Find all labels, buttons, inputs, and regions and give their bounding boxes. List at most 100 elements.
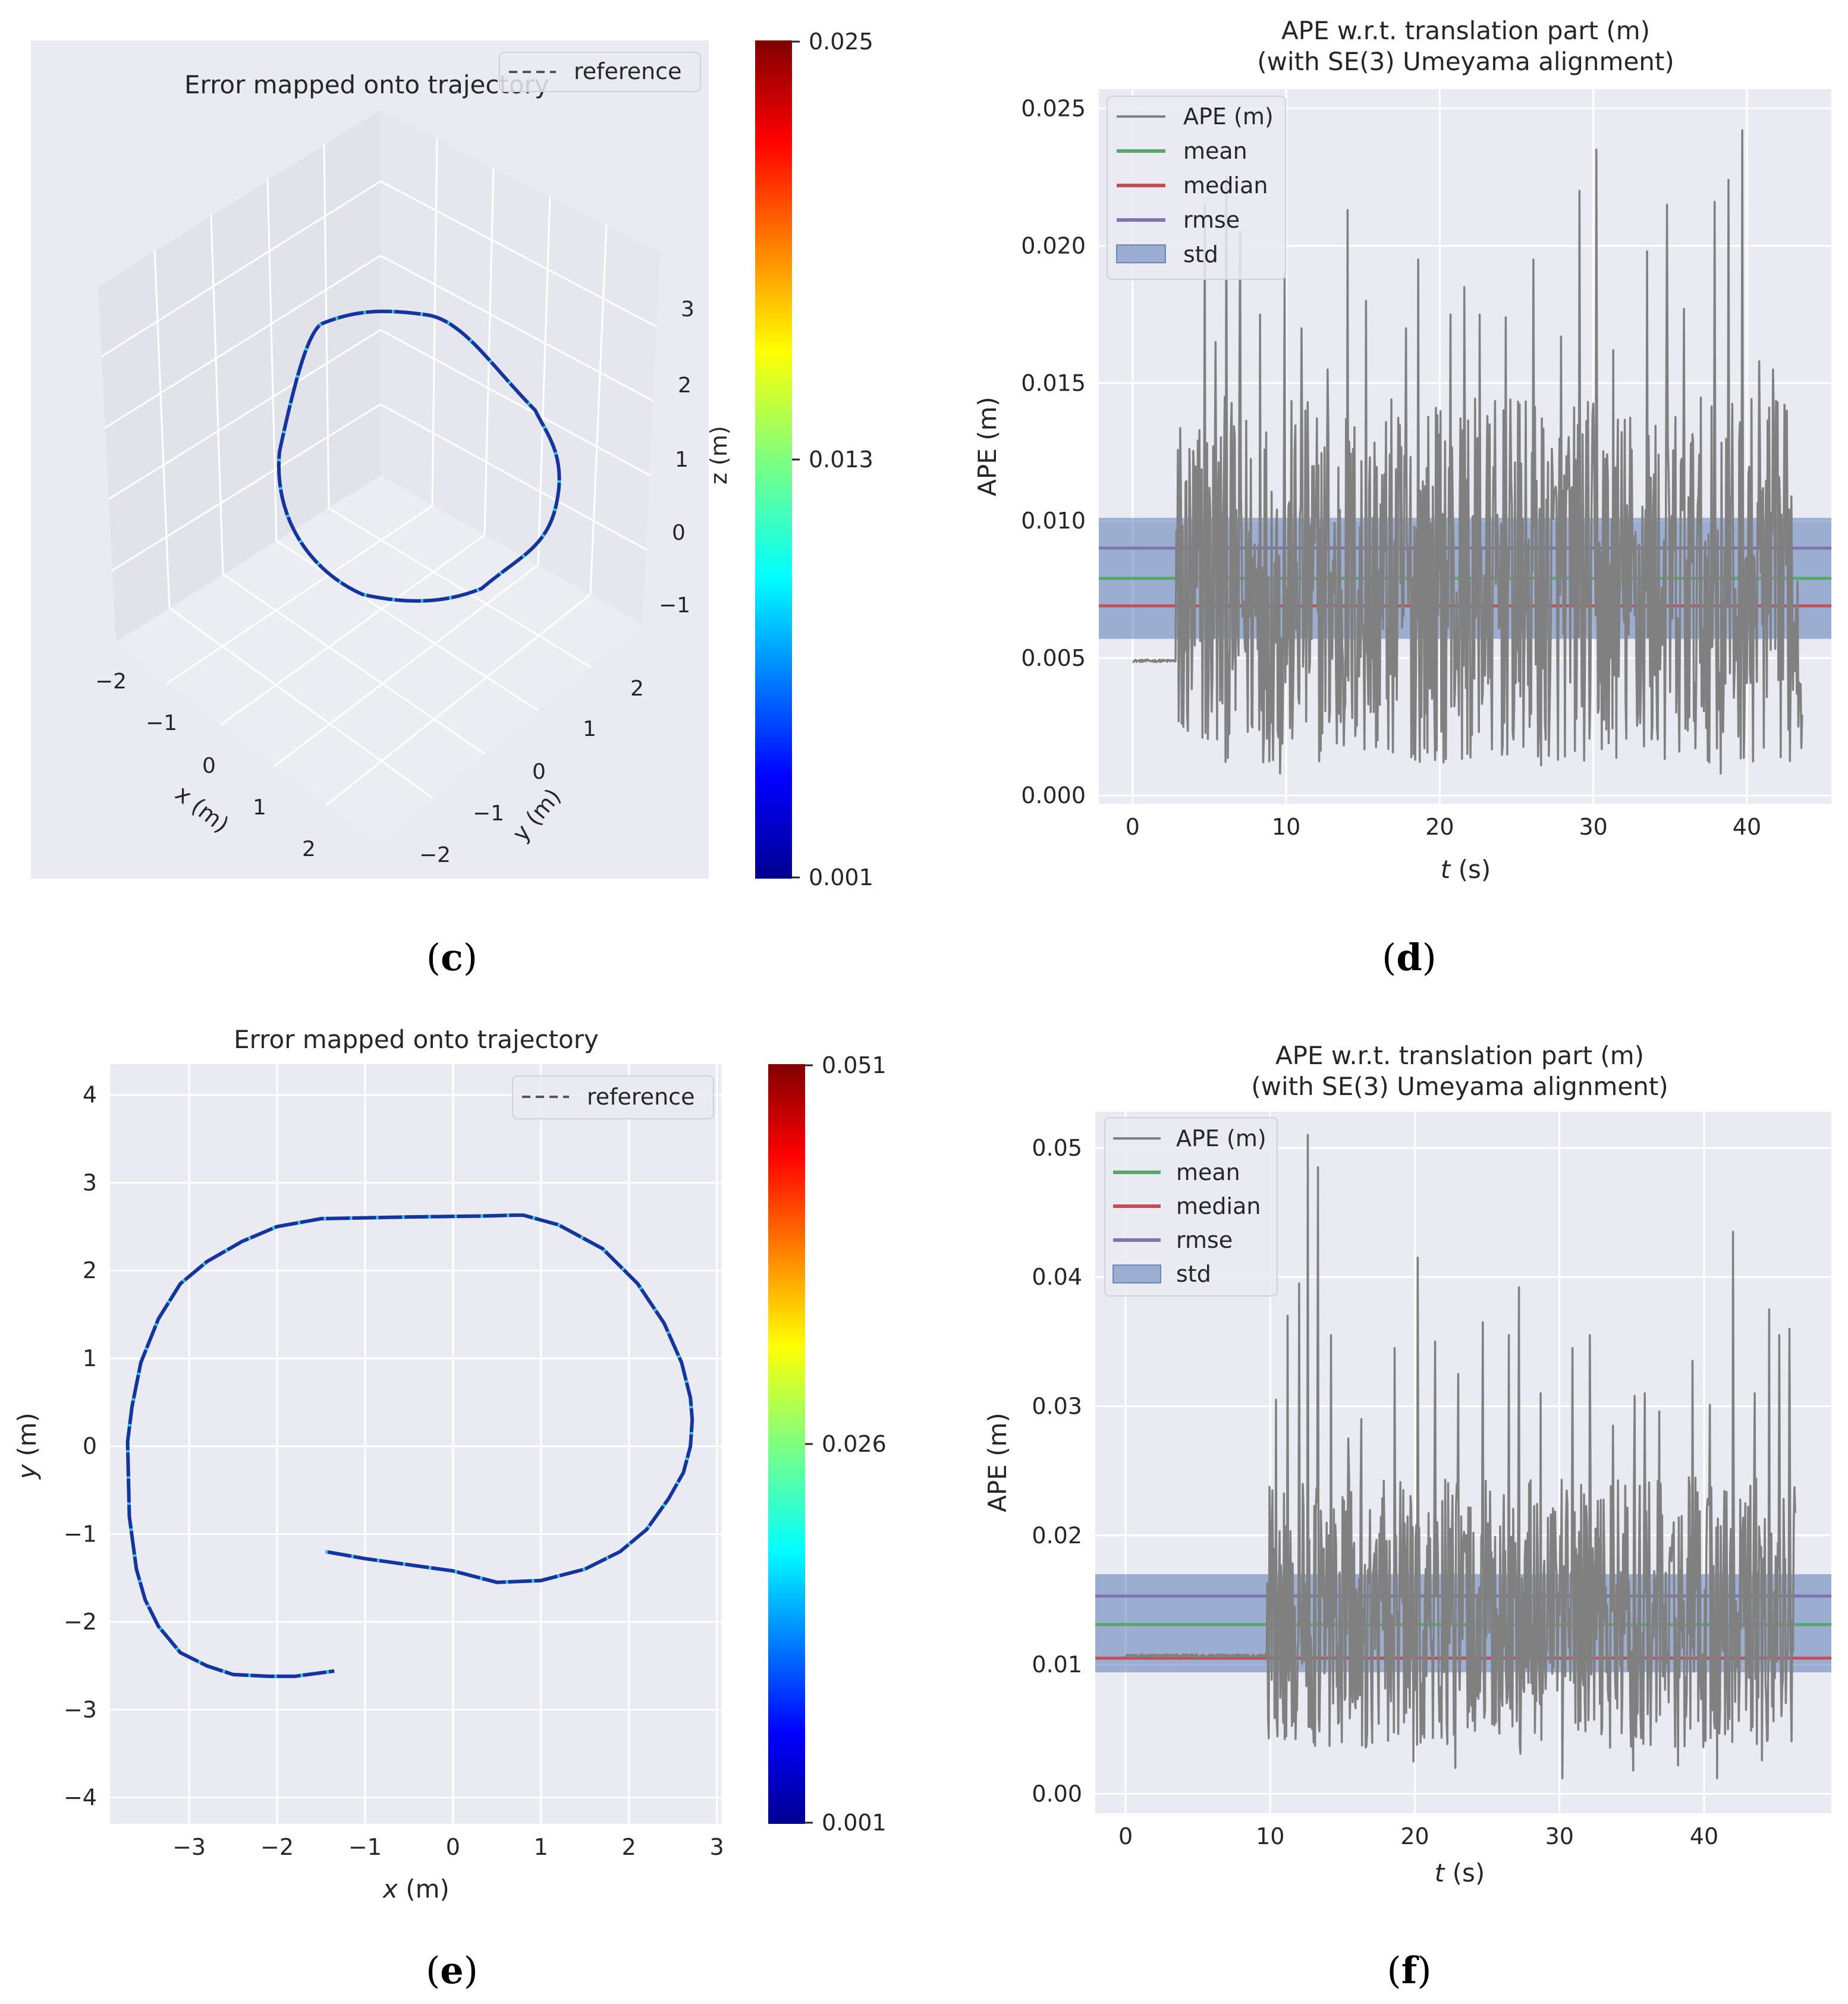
- panel-c-grid: [273, 564, 539, 768]
- panel-c-grid: [153, 249, 171, 609]
- panel-c-colorbar-tick-label: 0.001: [809, 864, 873, 891]
- panel-c-zlabel: z (m): [706, 426, 732, 485]
- panel-d-ytick-label: 0.020: [1021, 233, 1086, 259]
- panel-d-legend-label: std: [1183, 241, 1218, 268]
- panel-d-legend: [1107, 96, 1286, 280]
- panel-c-grid: [222, 573, 485, 755]
- panel-c-grid: [537, 196, 551, 565]
- panel-d-xlabel-var: t: [1441, 855, 1451, 884]
- panel-e-ytick-label: 2: [83, 1257, 97, 1283]
- panel-c-grid: [323, 143, 330, 509]
- panel-c-grid: [380, 254, 655, 402]
- panel-f-subtitle: (with SE(3) Umeyama alignment): [1251, 1072, 1668, 1101]
- panel-e-legend-reference-label: reference: [587, 1084, 694, 1110]
- panel-e-colorbar-tick-label: 0.051: [822, 1052, 887, 1078]
- panel-c-zticks: −1: [659, 593, 690, 618]
- panel-c-xticks: 0: [202, 754, 216, 778]
- panel-f-ape-line: [1124, 1134, 1796, 1780]
- panel-c-grid: [380, 329, 651, 477]
- panel-d-ticks: 0 10 20 30 40 0.000 0.005 0.010 0.015 0.020 0.025: [1021, 95, 1761, 840]
- panel-c-grid: [589, 224, 608, 595]
- panel-f-ytick-label: 0.03: [1032, 1393, 1082, 1419]
- panel-f-xtick-label: 0: [1118, 1823, 1133, 1849]
- panel-e-ytick-label: −3: [64, 1697, 97, 1723]
- panel-c-yticks: −1: [473, 801, 504, 826]
- panel-d-xlabel-unit: (s): [1450, 855, 1491, 884]
- panel-e-plot-area: [110, 1064, 721, 1824]
- panel-c-grid: [210, 213, 224, 575]
- panel-c-grid: [104, 254, 381, 429]
- panel-c: 3 2 1 0 −1 −2 −1 0 1 2 −2 −1 0 1 2 x (m)…: [31, 29, 873, 979]
- panel-d-ylabel: APE (m): [973, 397, 1002, 496]
- panel-c-grid: [483, 167, 495, 536]
- panel-c-legend: [499, 52, 701, 92]
- panel-c-grid: [380, 403, 648, 551]
- panel-d-xtick-label: 20: [1425, 814, 1454, 840]
- panel-f-xlabel-var: t: [1435, 1858, 1445, 1887]
- panel-f: 0 10 20 30 40 0.00 0.01 0.02 0.03 0.04 0.05 APE w.…: [983, 1041, 1831, 1992]
- panel-c-grid: [325, 593, 591, 807]
- panel-f-ytick-label: 0.04: [1032, 1264, 1082, 1290]
- panel-e: −3 −2 −1 0 1 2 3 −4 −3 −2 −1 0 1 2 3 4 Error mapped ont…: [12, 1025, 887, 1992]
- panel-d-xtick-label: 0: [1126, 814, 1140, 840]
- panel-c-grid: [431, 138, 438, 506]
- panel-c-yticks: 1: [583, 717, 596, 741]
- panel-e-ylabel: y (m): [12, 1412, 42, 1480]
- panel-c-grid: [108, 329, 381, 501]
- panel-d-ytick-label: 0.025: [1021, 95, 1086, 121]
- panel-e-xtick-label: −2: [260, 1834, 294, 1860]
- panel-c-grid: [219, 534, 485, 726]
- panel-f-xtick-label: 40: [1690, 1823, 1718, 1849]
- panel-d-ytick-label: 0.015: [1021, 370, 1086, 397]
- panel-c-zticks: 1: [675, 448, 689, 472]
- panel-e-xtick-label: −3: [172, 1834, 206, 1860]
- panel-f-legend-label: APE (m): [1176, 1125, 1266, 1152]
- panel-c-xticks: 1: [253, 795, 266, 820]
- panel-e-trajectory: [125, 1213, 694, 1678]
- panel-c-yticks: 0: [532, 760, 546, 784]
- panel-f-title: APE w.r.t. translation part (m): [1275, 1041, 1644, 1070]
- panel-f-legend-std-swatch: [1112, 1264, 1161, 1283]
- panel-e-ytick-label: 4: [83, 1082, 97, 1108]
- panel-c-left-wall: [98, 110, 381, 642]
- panel-c-grid: [266, 178, 278, 542]
- panel-c-zticks: 2: [678, 373, 692, 398]
- panel-d-xtick-label: 40: [1733, 814, 1761, 840]
- panel-e-colorbar: [768, 1064, 805, 1824]
- panel-c-gridlines: [100, 138, 658, 807]
- panel-d-legend-std-swatch: [1116, 244, 1166, 263]
- panel-c-colorbar-tick-label: 0.013: [809, 446, 873, 473]
- panel-e-xtick-label: 2: [622, 1834, 636, 1860]
- panel-f-legend-label: rmse: [1176, 1227, 1233, 1253]
- panel-d-ape-line: [1132, 129, 1803, 775]
- panel-c-grid: [276, 540, 539, 712]
- panel-f-xtick-label: 20: [1400, 1823, 1429, 1849]
- panel-e-colorbar-tick-label: 0.026: [822, 1431, 887, 1457]
- panel-e-colorbar-tick-label: 0.001: [822, 1810, 887, 1836]
- panel-e-ytick-label: −4: [64, 1785, 97, 1811]
- panel-d-legend-label: median: [1183, 172, 1268, 199]
- panel-d-xtick-label: 30: [1579, 814, 1607, 840]
- panel-d-xtick-label: 10: [1272, 814, 1300, 840]
- panel-e-ylabel-var: y: [12, 1464, 42, 1480]
- panel-c-xticks: 2: [302, 837, 316, 861]
- panel-c-yticks: 2: [630, 677, 644, 701]
- panel-e-ytick-label: −1: [64, 1521, 97, 1547]
- panel-f-legend: [1104, 1117, 1278, 1297]
- panel-d-legend-label: mean: [1183, 138, 1247, 164]
- panel-e-ytick-label: −2: [64, 1609, 97, 1635]
- panel-c-legend-reference-label: reference: [574, 58, 681, 84]
- panel-e-ytick-label: 1: [83, 1345, 97, 1371]
- panel-d-subtitle: (with SE(3) Umeyama alignment): [1257, 47, 1674, 76]
- panel-e-legend: [512, 1075, 714, 1119]
- panel-d-ytick-label: 0.000: [1021, 782, 1086, 808]
- panel-d-xlabel: t (s): [1441, 855, 1491, 884]
- panel-e-xtick-label: 0: [446, 1834, 460, 1860]
- panel-e-xlabel-unit: (m): [398, 1874, 450, 1904]
- panel-c-grid: [111, 403, 381, 572]
- panel-f-ytick-label: 0.05: [1032, 1135, 1082, 1161]
- panel-e-xtick-label: −1: [348, 1834, 382, 1860]
- panel-e-caption: (e): [426, 1949, 478, 1992]
- panel-c-grid: [380, 180, 658, 328]
- panel-f-ytick-label: 0.01: [1032, 1651, 1082, 1678]
